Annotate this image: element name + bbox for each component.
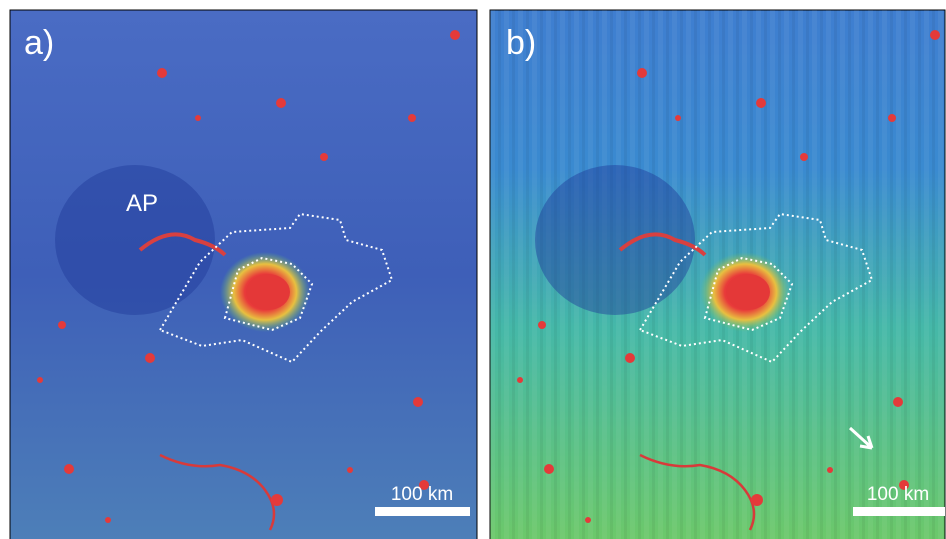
panel-b: b) 100 km (490, 10, 945, 539)
scale-label: 100 km (391, 484, 453, 505)
panel-label: b) (506, 24, 536, 62)
figure: a) AP 100 km b) 100 km (0, 0, 946, 539)
annotation: AP (126, 190, 158, 217)
panel-label: a) (24, 24, 54, 62)
scale-label: 100 km (867, 484, 929, 505)
scale-bar (375, 507, 470, 516)
panel-a: a) AP 100 km (10, 10, 477, 539)
scale-bar (853, 507, 945, 516)
